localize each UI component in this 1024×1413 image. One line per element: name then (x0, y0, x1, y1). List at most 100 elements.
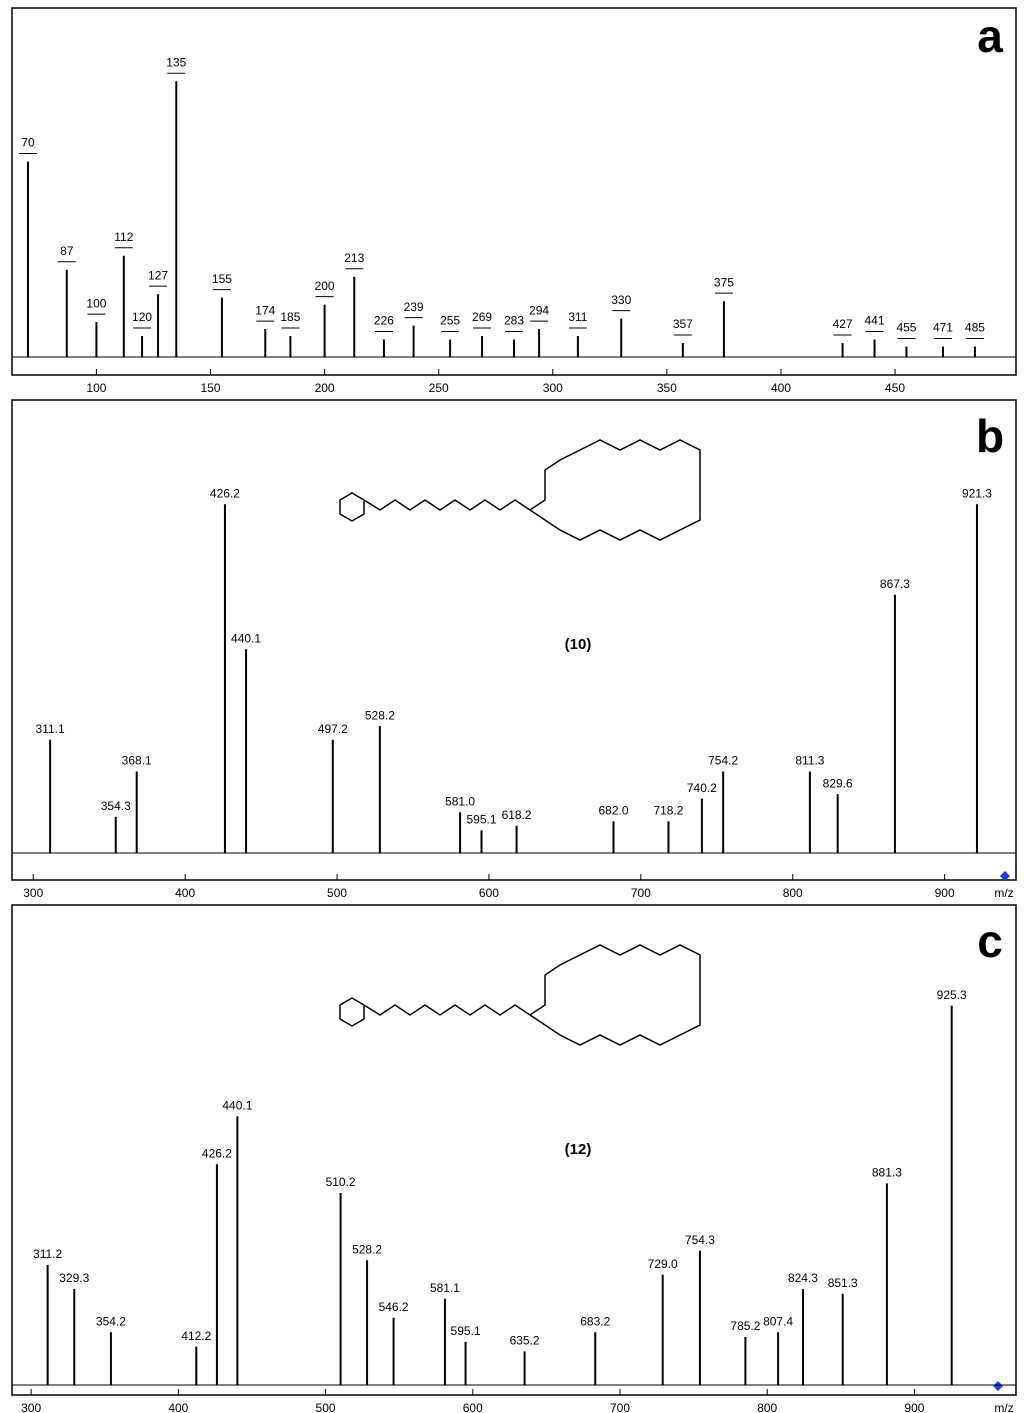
peak-label: 427 (833, 317, 853, 331)
peak-label: 87 (60, 244, 74, 258)
peak-label: 729.0 (648, 1257, 678, 1271)
peak-label: 112 (114, 230, 133, 244)
x-tick-label: 700 (631, 886, 651, 900)
x-tick-label: 300 (21, 1401, 41, 1413)
peak-label: 135 (166, 55, 186, 69)
x-tick-label: 800 (757, 1401, 777, 1413)
peak-label: 682.0 (598, 803, 628, 817)
peak-label: 618.2 (502, 808, 532, 822)
x-tick-label: 400 (175, 886, 195, 900)
peak-label: 311.1 (36, 722, 65, 736)
peak-label: 213 (344, 251, 364, 265)
peak-label: 718.2 (653, 803, 683, 817)
peak-label: 528.2 (365, 708, 395, 722)
peak-label: 581.0 (445, 794, 475, 808)
peak-label: 785.2 (730, 1319, 760, 1333)
peak-label: 200 (315, 279, 335, 293)
peak-label: 881.3 (872, 1166, 902, 1180)
panel-letter: b (976, 410, 1004, 462)
x-tick-label: 300 (543, 381, 563, 395)
peak-label: 440.1 (231, 631, 261, 645)
peak-label: 455 (896, 321, 916, 335)
peak-label: 441 (865, 314, 885, 328)
peak-label: 283 (504, 314, 524, 328)
peak-label: 330 (611, 293, 631, 307)
peak-label: 155 (212, 272, 232, 286)
peak-label: 375 (714, 275, 734, 289)
peak-label: 683.2 (580, 1314, 610, 1328)
x-tick-label: 400 (168, 1401, 188, 1413)
x-tick-label: 250 (429, 381, 449, 395)
x-tick-label: 300 (23, 886, 43, 900)
peak-label: 921.3 (962, 486, 992, 500)
x-tick-label: 200 (315, 381, 335, 395)
peak-label: 925.3 (937, 988, 967, 1002)
peak-label: 829.6 (823, 776, 853, 790)
peak-label: 357 (673, 317, 693, 331)
panel-letter: c (977, 915, 1003, 967)
peak-label: 546.2 (379, 1300, 409, 1314)
peak-label: 255 (440, 314, 460, 328)
x-tick-label: 900 (904, 1401, 924, 1413)
panel-letter: a (977, 10, 1003, 62)
peak-label: 528.2 (352, 1242, 382, 1256)
peak-label: 269 (472, 310, 492, 324)
peak-label: 485 (965, 321, 985, 335)
peak-label: 426.2 (210, 486, 240, 500)
x-tick-label: 900 (935, 886, 955, 900)
frame (11, 7, 1017, 376)
peak-label: 174 (255, 303, 275, 317)
peak-label: 311 (568, 310, 587, 324)
peak-label: 740.2 (687, 781, 717, 795)
x-tick-label: 400 (771, 381, 791, 395)
peak-label: 811.3 (795, 754, 824, 768)
peak-label: 595.1 (451, 1324, 481, 1338)
peak-label: 510.2 (326, 1175, 356, 1189)
x-tick-label: 350 (657, 381, 677, 395)
peak-label: 824.3 (788, 1271, 818, 1285)
x-tick-label: 700 (610, 1401, 630, 1413)
x-tick-label: 600 (463, 1401, 483, 1413)
x-tick-label: 450 (885, 381, 905, 395)
peak-label: 185 (280, 310, 300, 324)
x-axis-label: m/z (994, 886, 1013, 900)
frame (11, 399, 1017, 881)
x-tick-label: 150 (201, 381, 221, 395)
peak-label: 754.2 (708, 754, 738, 768)
frame (11, 904, 1017, 1396)
peak-label: 471 (933, 321, 953, 335)
x-tick-label: 800 (783, 886, 803, 900)
peak-label: 867.3 (880, 577, 910, 591)
peak-label: 120 (132, 310, 152, 324)
x-tick-label: 500 (316, 1401, 336, 1413)
peak-label: 368.1 (122, 754, 152, 768)
peak-label: 329.3 (59, 1271, 89, 1285)
peak-label: 851.3 (828, 1276, 858, 1290)
peak-label: 226 (374, 314, 394, 328)
peak-label: 426.2 (202, 1146, 232, 1160)
peak-label: 127 (148, 268, 168, 282)
peak-label: 354.2 (96, 1314, 126, 1328)
peak-label: 239 (404, 300, 424, 314)
peak-label: 754.3 (685, 1233, 715, 1247)
peak-label: 294 (529, 303, 549, 317)
peak-label: 635.2 (510, 1334, 540, 1348)
compound-label: (10) (565, 636, 592, 653)
peak-label: 497.2 (318, 722, 348, 736)
x-tick-label: 500 (327, 886, 347, 900)
peak-label: 581.1 (430, 1281, 460, 1295)
peak-label: 100 (86, 296, 106, 310)
peak-label: 595.1 (466, 813, 496, 827)
peak-label: 807.4 (763, 1314, 793, 1328)
x-tick-label: 100 (86, 381, 106, 395)
compound-label: (12) (565, 1141, 592, 1158)
peak-label: 354.3 (101, 799, 131, 813)
x-axis-label: m/z (994, 1401, 1013, 1413)
structure-drawing (339, 439, 701, 1046)
peak-label: 412.2 (181, 1329, 211, 1343)
x-tick-label: 600 (479, 886, 499, 900)
peak-label: 70 (21, 136, 35, 150)
peak-label: 440.1 (222, 1098, 252, 1112)
peak-label: 311.2 (33, 1247, 62, 1261)
